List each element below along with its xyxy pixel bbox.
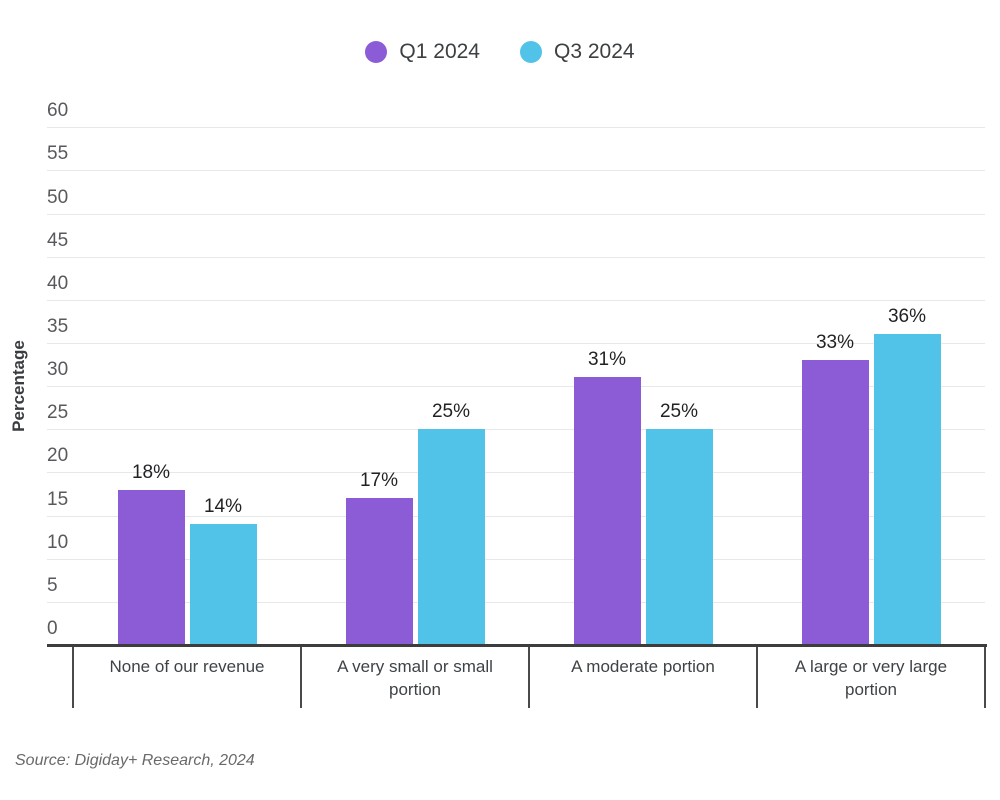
gridline (47, 472, 985, 474)
bar-value-label: 18% (131, 461, 171, 483)
y-tick-label: 40 (47, 272, 69, 294)
bar-q1-2024 (117, 489, 185, 645)
bar-q3-2024 (873, 334, 941, 645)
y-tick-label: 25 (47, 402, 69, 424)
legend-label: Q1 2024 (399, 40, 480, 63)
x-axis-tick (72, 647, 74, 708)
x-category-label: A large or very large portion (794, 657, 948, 699)
y-axis-title: Percentage (9, 340, 28, 432)
gridline (47, 601, 985, 603)
y-tick-label: 30 (47, 359, 69, 381)
bar-q1-2024 (573, 377, 641, 645)
y-tick-label: 15 (47, 488, 69, 510)
gridline (47, 213, 985, 215)
y-tick-label: 10 (47, 531, 69, 553)
gridline (47, 558, 985, 560)
bar-q1-2024 (801, 360, 869, 645)
bar-q3-2024 (645, 429, 713, 645)
bar-value-label: 17% (359, 470, 399, 492)
bar-value-label: 25% (659, 401, 699, 423)
bar-value-label: 36% (887, 306, 927, 328)
legend-swatch-icon (365, 41, 388, 63)
bar-q3-2024 (417, 429, 485, 645)
bar-q3-2024 (189, 524, 257, 645)
legend-item-q1-2024: Q1 2024 (365, 40, 480, 64)
gridline (47, 170, 985, 172)
y-tick-label: 55 (47, 143, 69, 165)
gridline (47, 256, 985, 258)
y-tick-label: 60 (47, 100, 69, 122)
bar-q1-2024 (345, 498, 413, 645)
legend-label: Q3 2024 (554, 40, 635, 63)
y-tick-label: 5 (47, 574, 58, 596)
chart-legend: Q1 2024 Q3 2024 (0, 40, 1000, 64)
x-axis-tick (984, 647, 986, 708)
x-axis-tick (528, 647, 530, 708)
bar-value-label: 31% (587, 349, 627, 371)
legend-swatch-icon (520, 41, 542, 63)
gridline (47, 429, 985, 431)
gridline (47, 515, 985, 517)
bar-value-label: 14% (203, 496, 243, 518)
legend-item-q3-2024: Q3 2024 (520, 40, 635, 64)
y-tick-label: 20 (47, 445, 69, 467)
x-axis-tick (300, 647, 302, 708)
bar-value-label: 33% (815, 332, 855, 354)
y-tick-label: 50 (47, 186, 69, 208)
x-category-label: A very small or small portion (337, 657, 493, 699)
y-tick-label: 35 (47, 315, 69, 337)
gridline (47, 127, 985, 129)
source-note: Source: Digiday+ Research, 2024 (15, 752, 255, 769)
gridline (47, 342, 985, 344)
gridline (47, 299, 985, 301)
x-category-label: A moderate portion (571, 657, 715, 676)
bar-value-label: 25% (431, 401, 471, 423)
gridline (47, 386, 985, 388)
x-category-label: None of our revenue (109, 657, 265, 676)
x-axis-tick (756, 647, 758, 708)
y-tick-label: 45 (47, 229, 69, 251)
x-axis-line (47, 644, 987, 647)
y-tick-label: 0 (47, 618, 58, 639)
